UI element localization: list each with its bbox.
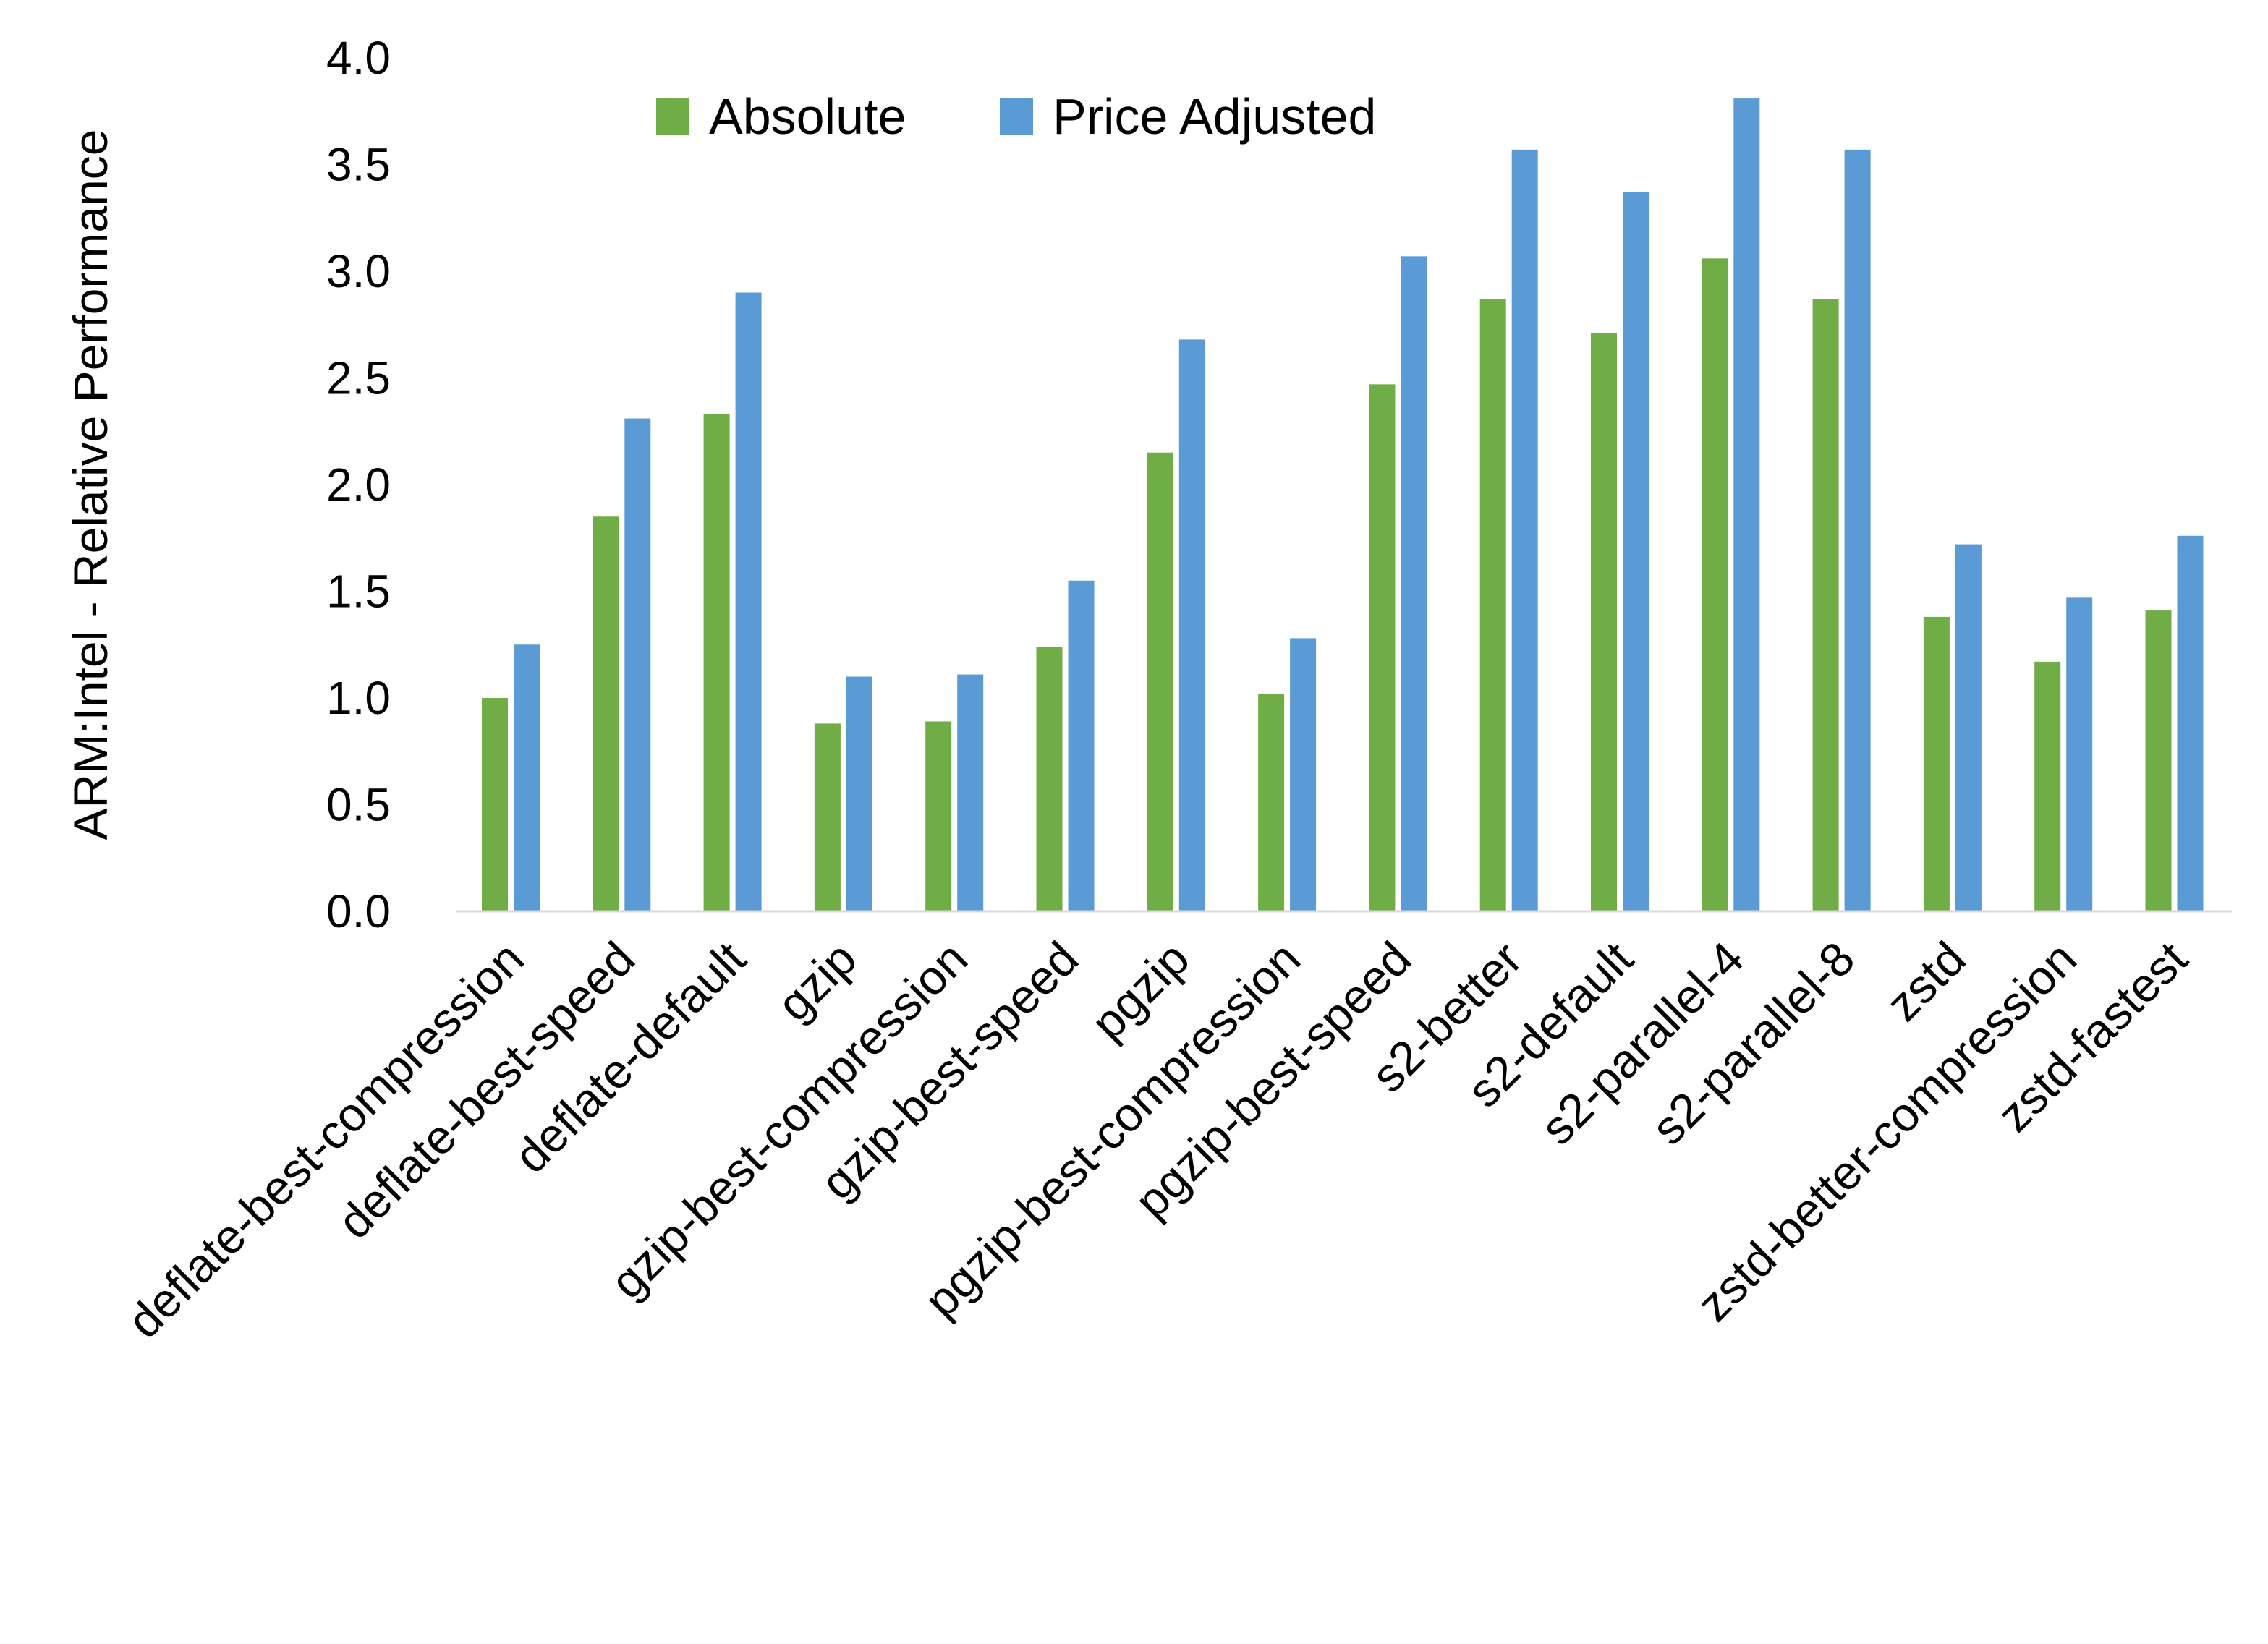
bar-absolute-gzip-best-compression [925,721,952,911]
y-tick-label: 3.0 [326,245,391,297]
bar-absolute-zstd-better-compression [2034,661,2061,911]
bar-absolute-pgzip-best-speed [1369,384,1396,911]
bar-price-adjusted-zstd [1955,544,1982,911]
bar-price-adjusted-gzip-best-speed [1068,580,1095,911]
y-tick-label: 1.5 [326,566,391,618]
bar-absolute-gzip [814,723,841,911]
bar-absolute-s2-better [1479,299,1506,912]
bar-absolute-deflate-best-speed [593,516,619,911]
y-tick-label: 2.5 [326,352,391,404]
y-tick-label: 0.5 [326,779,391,831]
bar-absolute-deflate-best-compression [482,698,508,911]
y-tick-label: 0.0 [326,885,391,937]
y-tick-label: 3.5 [326,139,391,191]
legend-swatch-absolute [656,98,689,135]
bar-absolute-s2-parallel-8 [1812,299,1839,912]
bar-price-adjusted-deflate-best-compression [514,644,540,911]
y-tick-label: 1.0 [326,672,391,724]
y-tick-label: 2.0 [326,459,391,511]
legend-swatch-price-adjusted [1000,98,1033,135]
bar-price-adjusted-gzip-best-compression [957,674,984,911]
bar-price-adjusted-s2-default [1623,192,1649,912]
bar-absolute-zstd [1923,616,1950,911]
bar-price-adjusted-gzip [846,676,872,911]
bar-absolute-deflate-default [703,414,730,911]
bar-price-adjusted-deflate-default [735,292,762,911]
legend-label-price-adjusted: Price Adjusted [1053,88,1376,145]
bar-absolute-pgzip-best-compression [1258,694,1285,911]
bar-absolute-gzip-best-speed [1036,647,1063,911]
bar-price-adjusted-s2-parallel-4 [1733,98,1760,911]
bar-price-adjusted-deflate-best-speed [624,418,651,911]
bar-price-adjusted-pgzip [1178,339,1205,911]
bar-absolute-zstd-fastest [2145,610,2172,911]
legend-label-absolute: Absolute [709,88,906,145]
y-axis-title: ARM:Intel - Relative Performance [64,129,117,840]
y-tick-label: 4.0 [326,32,391,84]
bar-absolute-s2-default [1591,333,1617,911]
x-tick-label: gzip [767,932,867,1031]
bar-price-adjusted-pgzip-best-compression [1290,638,1317,911]
bar-price-adjusted-zstd-better-compression [2066,597,2093,911]
bar-price-adjusted-pgzip-best-speed [1401,256,1427,912]
bar-absolute-pgzip [1147,452,1173,911]
bar-price-adjusted-s2-parallel-8 [1844,149,1871,912]
bar-absolute-s2-parallel-4 [1702,258,1728,911]
bar-price-adjusted-s2-better [1511,149,1538,912]
x-tick-label: zstd [1876,932,1976,1031]
legend: Absolute Price Adjusted [656,88,1376,145]
bar-price-adjusted-zstd-fastest [2177,535,2204,911]
